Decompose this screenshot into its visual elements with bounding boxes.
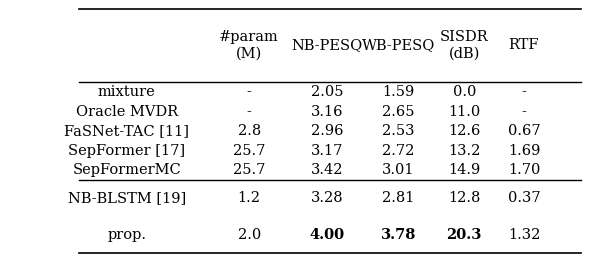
Text: -: - <box>247 85 251 99</box>
Text: 2.72: 2.72 <box>382 144 415 158</box>
Text: prop.: prop. <box>107 228 146 242</box>
Text: 2.81: 2.81 <box>382 191 415 205</box>
Text: RTF: RTF <box>509 38 539 52</box>
Text: 3.42: 3.42 <box>311 163 343 177</box>
Text: FaSNet-TAC [11]: FaSNet-TAC [11] <box>64 124 190 138</box>
Text: WB-PESQ: WB-PESQ <box>362 38 435 52</box>
Text: 1.59: 1.59 <box>382 85 415 99</box>
Text: 12.8: 12.8 <box>448 191 481 205</box>
Text: 3.01: 3.01 <box>382 163 415 177</box>
Text: 25.7: 25.7 <box>233 163 265 177</box>
Text: 1.2: 1.2 <box>238 191 261 205</box>
Text: 0.37: 0.37 <box>508 191 540 205</box>
Text: #param
(M): #param (M) <box>220 30 279 60</box>
Text: 2.8: 2.8 <box>238 124 261 138</box>
Text: -: - <box>521 85 526 99</box>
Text: 2.05: 2.05 <box>311 85 343 99</box>
Text: 2.53: 2.53 <box>382 124 415 138</box>
Text: SISDR
(dB): SISDR (dB) <box>440 30 488 60</box>
Text: 3.16: 3.16 <box>311 105 343 119</box>
Text: 2.0: 2.0 <box>238 228 261 242</box>
Text: 0.67: 0.67 <box>508 124 540 138</box>
Text: 3.17: 3.17 <box>311 144 343 158</box>
Text: NB-BLSTM [19]: NB-BLSTM [19] <box>68 191 186 205</box>
Text: -: - <box>247 105 251 119</box>
Text: 3.28: 3.28 <box>311 191 343 205</box>
Text: 25.7: 25.7 <box>233 144 265 158</box>
Text: Oracle MVDR: Oracle MVDR <box>76 105 178 119</box>
Text: 1.32: 1.32 <box>508 228 540 242</box>
Text: NB-PESQ: NB-PESQ <box>291 38 362 52</box>
Text: 11.0: 11.0 <box>448 105 481 119</box>
Text: 20.3: 20.3 <box>446 228 482 242</box>
Text: SepFormer [17]: SepFormer [17] <box>68 144 185 158</box>
Text: 2.96: 2.96 <box>311 124 343 138</box>
Text: mixture: mixture <box>98 85 155 99</box>
Text: 4.00: 4.00 <box>310 228 344 242</box>
Text: 1.70: 1.70 <box>508 163 540 177</box>
Text: 12.6: 12.6 <box>448 124 481 138</box>
Text: 3.78: 3.78 <box>381 228 416 242</box>
Text: 1.69: 1.69 <box>508 144 540 158</box>
Text: 14.9: 14.9 <box>448 163 481 177</box>
Text: SepFormerMC: SepFormerMC <box>73 163 181 177</box>
Text: 13.2: 13.2 <box>448 144 481 158</box>
Text: 0.0: 0.0 <box>452 85 476 99</box>
Text: -: - <box>521 105 526 119</box>
Text: 2.65: 2.65 <box>382 105 415 119</box>
